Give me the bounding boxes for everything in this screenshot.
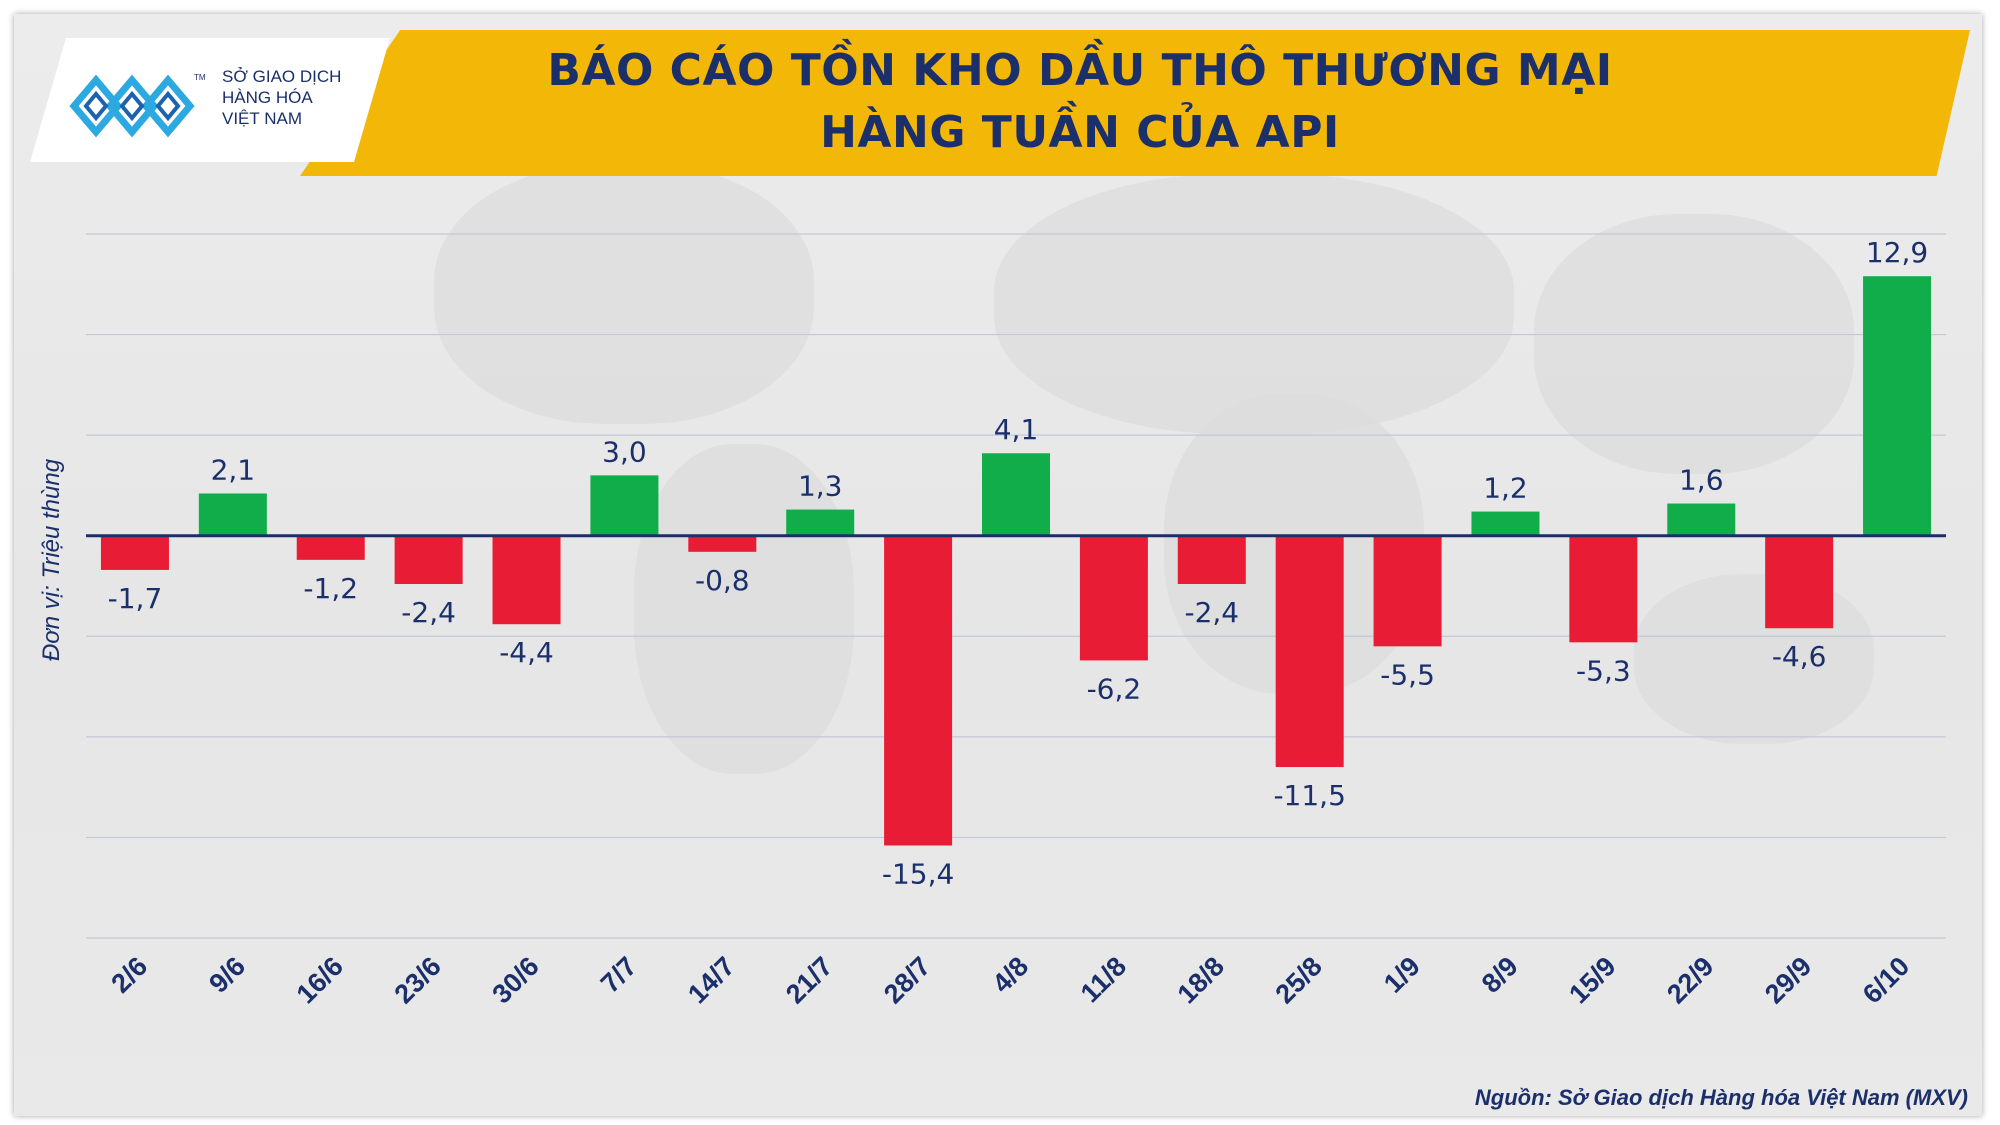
- logo-text-line-2: HÀNG HÓA: [222, 88, 313, 107]
- value-label: 2,1: [211, 453, 256, 486]
- value-label: -5,3: [1576, 654, 1631, 687]
- title-banner: [300, 30, 1970, 176]
- gridlines: [86, 233, 1946, 939]
- bars: [100, 276, 1932, 846]
- mxv-logo-icon: TM: [69, 73, 206, 138]
- bar-8-9: [1471, 511, 1540, 536]
- bar-1-9: [1373, 535, 1442, 647]
- x-tick-label: 2/6: [105, 951, 153, 999]
- bar-7-7: [590, 475, 659, 536]
- bar-16-6: [296, 535, 365, 560]
- value-label: -11,5: [1273, 779, 1345, 812]
- bar-28-7: [884, 535, 953, 846]
- value-label: -4,4: [499, 636, 554, 669]
- x-tick-label: 11/8: [1075, 951, 1132, 1008]
- value-label: -5,5: [1380, 658, 1435, 691]
- x-tick-label: 25/8: [1270, 951, 1328, 1009]
- bar-2-6: [100, 535, 169, 570]
- x-tick-label: 1/9: [1378, 951, 1426, 999]
- logo-trademark: TM: [194, 73, 206, 82]
- bar-22-9: [1667, 503, 1736, 536]
- value-label: 1,6: [1679, 464, 1724, 497]
- value-label: -1,7: [108, 582, 163, 615]
- value-label: 4,1: [994, 413, 1039, 446]
- bar-9-6: [198, 493, 267, 536]
- value-labels: -1,7 2,1 -1,2 -2,4 -4,4 3,0 -0,8 1,3 -15,4 4,1 -6,…: [108, 236, 1929, 890]
- value-label: 12,9: [1866, 236, 1928, 269]
- bar-11-8: [1079, 535, 1148, 661]
- x-tick-label: 7/7: [595, 951, 643, 999]
- x-tick-label: 14/7: [682, 951, 740, 1009]
- chart-title-line-1: BÁO CÁO TỒN KHO DẦU THÔ THƯƠNG MẠI: [547, 45, 1613, 96]
- x-tick-label: 16/6: [291, 951, 349, 1009]
- value-label: -6,2: [1087, 672, 1142, 705]
- logo-text-line-1: SỞ GIAO DỊCH: [222, 67, 342, 86]
- bar-4-8: [982, 453, 1050, 536]
- x-tick-label: 4/8: [986, 951, 1034, 999]
- bar-25-8: [1275, 535, 1344, 768]
- bar-29-9: [1765, 535, 1834, 629]
- value-label: -2,4: [401, 596, 456, 629]
- bar-23-6: [394, 535, 463, 584]
- bar-21-7: [786, 509, 855, 536]
- value-label: -4,6: [1772, 640, 1827, 673]
- background-map-shape: [1534, 214, 1854, 474]
- x-tick-label: 28/7: [878, 951, 936, 1009]
- source-note: Nguồn: Sở Giao dịch Hàng hóa Việt Nam (M…: [1474, 1085, 1968, 1110]
- value-label: 1,3: [798, 470, 843, 503]
- value-label: -2,4: [1184, 596, 1239, 629]
- chart-title: BÁO CÁO TỒN KHO DẦU THÔ THƯƠNG MẠI HÀNG …: [360, 40, 1800, 164]
- bar-18-8: [1177, 535, 1246, 584]
- x-tick-label: 21/7: [780, 951, 838, 1009]
- value-label: -15,4: [882, 857, 954, 890]
- x-tick-label: 15/9: [1563, 951, 1621, 1009]
- value-label: -1,2: [303, 572, 358, 605]
- x-tick-label: 9/6: [203, 951, 251, 999]
- bar-14-7: [688, 535, 757, 552]
- x-tick-label: 23/6: [388, 951, 446, 1009]
- logo-text-line-3: VIỆT NAM: [222, 109, 302, 128]
- bar-15-9: [1569, 535, 1638, 643]
- background-map-shape: [1634, 574, 1874, 744]
- x-tick-label: 29/9: [1759, 951, 1817, 1009]
- x-tick-label: 30/6: [486, 951, 544, 1009]
- background-map-shape: [434, 164, 814, 424]
- chart-title-line-2: HÀNG TUẦN CỦA API: [820, 107, 1340, 158]
- x-tick-label: 6/10: [1857, 951, 1915, 1009]
- x-tick-label: 22/9: [1661, 951, 1719, 1009]
- value-label: 1,2: [1483, 472, 1528, 505]
- bar-30-6: [492, 535, 561, 625]
- logo-text: SỞ GIAO DỊCH HÀNG HÓA VIỆT NAM: [222, 66, 341, 129]
- x-tick-label: 8/9: [1476, 951, 1524, 999]
- value-label: 3,0: [602, 435, 647, 468]
- x-tick-labels: 2/6 9/6 16/6 23/6 30/6 7/7 14/7 21/7 28/7 4/8 11/8…: [105, 951, 1915, 1009]
- background-map-shape: [634, 444, 854, 774]
- bar-6-10: [1863, 276, 1932, 536]
- x-tick-label: 18/8: [1172, 951, 1230, 1009]
- value-label: -0,8: [695, 564, 750, 597]
- background-map-shape: [994, 174, 1514, 434]
